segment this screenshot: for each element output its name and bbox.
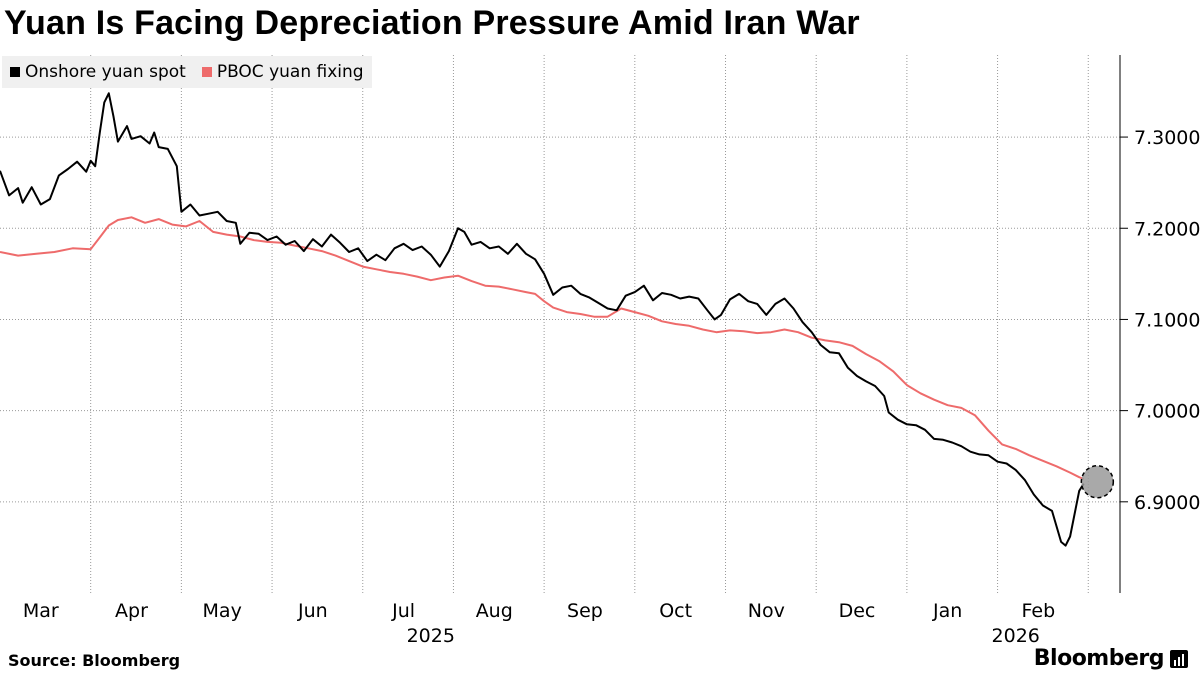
x-tick-label: Apr — [115, 600, 148, 622]
x-tick-label: Jun — [297, 600, 328, 622]
x-tick-label: Nov — [748, 600, 785, 622]
axes — [1119, 55, 1128, 593]
series-lines — [0, 92, 1085, 547]
brand-wordmark: Bloomberg — [1033, 646, 1165, 671]
x-tick-label: Jan — [932, 600, 962, 622]
grid-lines — [0, 55, 1120, 593]
legend-item-fixing: PBOC yuan fixing — [201, 62, 364, 82]
series-line-pboc-fixing — [0, 216, 1085, 480]
brand-logo: Bloomberg — [1034, 646, 1188, 671]
bloomberg-terminal-icon — [1170, 649, 1188, 668]
legend-label-fixing: PBOC yuan fixing — [216, 62, 364, 82]
x-tick-label: Aug — [476, 600, 513, 622]
page-title: Yuan Is Facing Depreciation Pressure Ami… — [4, 4, 860, 42]
y-tick-label: 6.9000 — [1134, 492, 1200, 514]
x-tick-label: Sep — [567, 600, 603, 622]
annotations — [1080, 465, 1115, 499]
y-tick-label: 7.3000 — [1134, 127, 1200, 149]
x-tick-label: May — [203, 600, 242, 622]
x-tick-label: Feb — [1022, 600, 1056, 622]
tick-labels: 6.9000 7.0000 7.1000 7.2000 7.3000 Mar Apr May J… — [23, 127, 1200, 647]
highlight-circle-marker — [1080, 465, 1115, 499]
x-tick-label: Dec — [839, 600, 876, 622]
y-tick-label: 7.2000 — [1134, 218, 1200, 240]
source-note: Source: Bloomberg — [8, 651, 181, 670]
x-tick-label: Jul — [391, 600, 415, 622]
chart-legend: Onshore yuan spot PBOC yuan fixing — [2, 56, 372, 88]
legend-label-spot: Onshore yuan spot — [25, 62, 186, 82]
x-year-label: 2026 — [992, 625, 1040, 647]
x-tick-label: Mar — [23, 600, 59, 622]
x-year-label: 2025 — [407, 625, 455, 647]
x-tick-label: Oct — [659, 600, 692, 622]
legend-swatch-fixing — [201, 67, 212, 77]
y-tick-label: 7.1000 — [1134, 309, 1200, 331]
series-line-onshore-spot — [0, 92, 1085, 547]
legend-item-spot: Onshore yuan spot — [10, 62, 186, 82]
legend-swatch-spot — [10, 67, 20, 77]
y-tick-label: 7.0000 — [1134, 401, 1200, 423]
